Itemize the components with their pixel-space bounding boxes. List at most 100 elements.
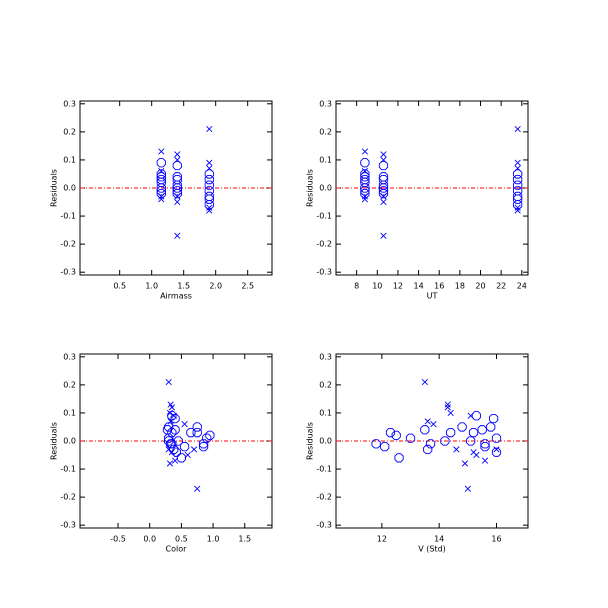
- x-tick-label: 12: [377, 535, 387, 544]
- circle-point: [446, 427, 456, 438]
- circle-point: [513, 169, 523, 179]
- cross-point: [166, 460, 174, 467]
- y-axis-label: Residuals: [306, 422, 315, 460]
- x-axis-label: V (Std): [418, 545, 446, 554]
- circle-point: [440, 436, 450, 446]
- x-tick-label: 0.0: [143, 535, 156, 544]
- y-tick-label: 0.1: [63, 408, 76, 417]
- circle-point: [491, 447, 502, 457]
- y-tick-label: 0.2: [319, 380, 332, 389]
- cross-point: [464, 485, 471, 492]
- cross-point: [181, 421, 188, 428]
- circle-point: [172, 183, 182, 193]
- circle-point: [156, 186, 166, 196]
- circle-point: [394, 453, 404, 463]
- cross-point: [473, 451, 480, 459]
- cross-point: [167, 418, 174, 425]
- circle-point: [198, 439, 209, 449]
- cross-point: [168, 404, 175, 411]
- circle-point: [176, 453, 186, 463]
- cross-point: [194, 485, 201, 492]
- x-tick-label: 0.5: [113, 282, 126, 291]
- circle-point: [172, 189, 182, 199]
- circle-point: [360, 186, 370, 196]
- circle-point: [457, 422, 467, 432]
- x-tick-label: 12: [393, 282, 403, 291]
- cross-point: [174, 193, 181, 200]
- circle-point: [156, 172, 166, 182]
- circle-point: [156, 189, 166, 199]
- cross-point: [165, 378, 172, 386]
- x-tick-label: 24: [517, 282, 527, 291]
- circle-point: [204, 194, 214, 204]
- circle-point: [489, 413, 499, 424]
- circle-point: [480, 439, 490, 449]
- circle-point: [172, 186, 182, 196]
- circle-point: [169, 444, 179, 455]
- y-tick-label: 0.2: [319, 127, 332, 136]
- cross-point: [168, 449, 175, 456]
- cross-point: [174, 198, 181, 206]
- cross-point: [206, 125, 213, 133]
- cross-point: [444, 401, 451, 408]
- y-axis-label: Residuals: [50, 169, 59, 207]
- y-tick-label: 0.3: [319, 99, 332, 108]
- circle-point: [360, 172, 370, 182]
- y-axis-label: Residuals: [306, 169, 315, 207]
- circle-point: [420, 425, 430, 435]
- x-tick-label: -0.5: [110, 535, 126, 544]
- x-tick-label: 1.5: [238, 535, 251, 544]
- x-tick-label: 16: [491, 535, 501, 544]
- y-tick-label: 0.3: [63, 352, 76, 361]
- y-tick-label: 0.1: [319, 408, 332, 417]
- circle-point: [425, 439, 436, 449]
- y-tick-label: 0.0: [63, 437, 76, 446]
- cross-point: [461, 460, 469, 467]
- y-axis-label: Residuals: [50, 422, 59, 460]
- circle-point: [360, 189, 370, 199]
- cross-point: [380, 232, 387, 239]
- cross-point: [380, 151, 387, 158]
- x-tick-label: 2.0: [209, 282, 222, 291]
- circle-point: [391, 430, 401, 440]
- y-tick-label: 0.3: [319, 352, 332, 361]
- y-tick-label: -0.1: [60, 465, 76, 474]
- circle-point: [378, 186, 389, 196]
- circle-point: [468, 427, 479, 438]
- x-tick-label: 1.0: [207, 535, 220, 544]
- circle-point: [173, 436, 183, 446]
- cross-point: [380, 193, 387, 200]
- cross-point: [447, 409, 454, 417]
- circle-point: [513, 194, 523, 204]
- circle-point: [156, 183, 166, 193]
- cross-point: [206, 207, 213, 214]
- circle-point: [380, 442, 390, 452]
- cross-point: [380, 156, 387, 164]
- y-tick-label: 0.0: [63, 184, 76, 193]
- cross-point: [481, 457, 489, 464]
- cross-point: [444, 404, 451, 411]
- circle-point: [170, 413, 180, 424]
- x-tick-label: 20: [475, 282, 485, 291]
- x-axis-label: UT: [427, 292, 438, 301]
- y-tick-label: 0.1: [63, 155, 76, 164]
- cross-point: [206, 204, 213, 211]
- cross-point: [514, 207, 521, 214]
- cross-point: [453, 446, 460, 453]
- cross-point: [158, 148, 165, 155]
- circle-point: [192, 422, 202, 432]
- circle-point: [204, 200, 214, 210]
- cross-point: [361, 193, 369, 200]
- circle-point: [423, 444, 433, 455]
- circle-point: [513, 174, 523, 185]
- cross-point: [430, 421, 437, 428]
- circle-point: [477, 425, 487, 435]
- circle-point: [164, 433, 174, 443]
- x-tick-label: 14: [413, 282, 423, 291]
- circle-point: [172, 160, 182, 171]
- cross-point: [514, 159, 521, 166]
- x-axis-label: Color: [166, 545, 188, 554]
- cross-point: [514, 204, 521, 211]
- circle-point: [179, 442, 190, 452]
